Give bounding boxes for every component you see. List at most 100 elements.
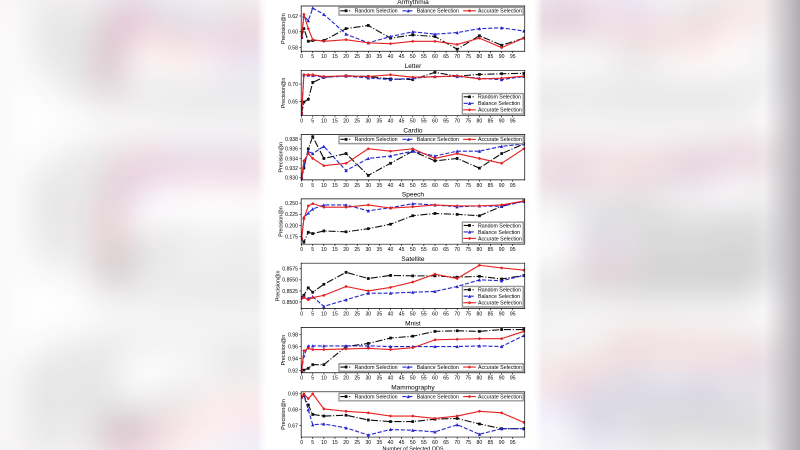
svg-text:70: 70	[454, 376, 460, 382]
svg-text:Precision@n: Precision@n	[281, 13, 287, 44]
svg-text:35: 35	[377, 183, 383, 189]
svg-text:50: 50	[410, 376, 416, 382]
svg-text:60: 60	[432, 311, 438, 317]
svg-text:90: 90	[499, 183, 505, 189]
svg-text:Number of Selected ODS: Number of Selected ODS	[382, 447, 443, 450]
svg-text:30: 30	[365, 118, 371, 124]
svg-text:75: 75	[465, 247, 471, 253]
svg-text:40: 40	[388, 183, 394, 189]
svg-text:15: 15	[332, 440, 338, 446]
svg-text:30: 30	[365, 440, 371, 446]
svg-text:Random Selection: Random Selection	[355, 9, 398, 15]
svg-text:75: 75	[465, 440, 471, 446]
svg-text:35: 35	[377, 247, 383, 253]
svg-text:20: 20	[343, 54, 349, 60]
svg-text:0: 0	[300, 311, 303, 317]
svg-text:0.175: 0.175	[285, 235, 298, 241]
svg-text:80: 80	[477, 376, 483, 382]
svg-text:85: 85	[488, 118, 494, 124]
svg-text:0.8550: 0.8550	[282, 278, 298, 284]
svg-text:90: 90	[499, 54, 505, 60]
svg-text:65: 65	[443, 247, 449, 253]
svg-text:0.250: 0.250	[285, 201, 298, 207]
svg-text:45: 45	[399, 183, 405, 189]
svg-text:Precision@n: Precision@n	[281, 78, 287, 109]
svg-text:95: 95	[510, 311, 516, 317]
svg-text:75: 75	[465, 311, 471, 317]
svg-text:50: 50	[410, 247, 416, 253]
svg-text:55: 55	[421, 440, 427, 446]
svg-text:95: 95	[510, 54, 516, 60]
svg-text:65: 65	[443, 376, 449, 382]
svg-text:30: 30	[365, 183, 371, 189]
svg-text:80: 80	[477, 54, 483, 60]
svg-text:0.58: 0.58	[288, 45, 298, 51]
svg-text:Random Selection: Random Selection	[355, 137, 398, 143]
svg-text:60: 60	[432, 118, 438, 124]
svg-text:30: 30	[365, 247, 371, 253]
svg-text:45: 45	[399, 311, 405, 317]
svg-text:Accurate Selection: Accurate Selection	[478, 108, 522, 114]
svg-text:Precision@n: Precision@n	[278, 206, 284, 237]
svg-text:55: 55	[421, 311, 427, 317]
svg-text:0.936: 0.936	[285, 147, 298, 153]
svg-text:65: 65	[443, 54, 449, 60]
svg-text:5: 5	[311, 54, 314, 60]
svg-text:Accurate Selection: Accurate Selection	[478, 301, 522, 307]
svg-text:Balance Selection: Balance Selection	[417, 137, 459, 143]
svg-text:0.225: 0.225	[285, 212, 298, 218]
svg-text:60: 60	[432, 54, 438, 60]
svg-text:0.92: 0.92	[288, 369, 298, 375]
svg-text:10: 10	[321, 247, 327, 253]
svg-text:0.68: 0.68	[288, 408, 298, 414]
svg-text:50: 50	[410, 183, 416, 189]
svg-text:70: 70	[454, 183, 460, 189]
svg-text:40: 40	[388, 247, 394, 253]
svg-text:Precision@n: Precision@n	[278, 142, 284, 173]
svg-text:60: 60	[432, 247, 438, 253]
svg-text:55: 55	[421, 54, 427, 60]
svg-text:20: 20	[343, 118, 349, 124]
svg-text:80: 80	[477, 440, 483, 446]
svg-text:10: 10	[321, 440, 327, 446]
svg-text:70: 70	[454, 440, 460, 446]
svg-text:Balance Selection: Balance Selection	[478, 230, 520, 236]
svg-text:65: 65	[443, 183, 449, 189]
svg-text:45: 45	[399, 247, 405, 253]
svg-text:80: 80	[477, 311, 483, 317]
svg-text:Balance Selection: Balance Selection	[417, 394, 459, 400]
svg-text:Arrhythmia: Arrhythmia	[397, 0, 429, 6]
svg-text:55: 55	[421, 183, 427, 189]
svg-text:5: 5	[311, 118, 314, 124]
svg-text:Precision@n: Precision@n	[281, 335, 287, 366]
svg-text:10: 10	[321, 183, 327, 189]
svg-text:85: 85	[488, 54, 494, 60]
svg-text:0.67: 0.67	[288, 423, 298, 429]
svg-text:65: 65	[443, 118, 449, 124]
svg-text:Accurate Selection: Accurate Selection	[478, 9, 522, 15]
svg-text:25: 25	[354, 118, 360, 124]
svg-text:95: 95	[510, 118, 516, 124]
svg-text:20: 20	[343, 247, 349, 253]
svg-text:Balance Selection: Balance Selection	[478, 294, 520, 300]
svg-text:0: 0	[300, 183, 303, 189]
svg-text:95: 95	[510, 376, 516, 382]
svg-text:Precision@n: Precision@n	[275, 270, 281, 301]
svg-text:35: 35	[377, 440, 383, 446]
svg-text:20: 20	[343, 183, 349, 189]
svg-text:0.60: 0.60	[288, 30, 298, 36]
svg-text:30: 30	[365, 54, 371, 60]
svg-text:25: 25	[354, 183, 360, 189]
svg-text:0.930: 0.930	[285, 176, 298, 182]
svg-text:Speech: Speech	[402, 192, 424, 199]
svg-text:Accurate Selection: Accurate Selection	[478, 394, 522, 400]
svg-text:20: 20	[343, 311, 349, 317]
svg-text:5: 5	[311, 183, 314, 189]
svg-text:80: 80	[477, 118, 483, 124]
svg-text:45: 45	[399, 118, 405, 124]
svg-text:60: 60	[432, 376, 438, 382]
svg-text:45: 45	[399, 376, 405, 382]
svg-text:Random Selection: Random Selection	[478, 95, 521, 101]
svg-text:0.932: 0.932	[285, 166, 298, 172]
svg-text:80: 80	[477, 183, 483, 189]
